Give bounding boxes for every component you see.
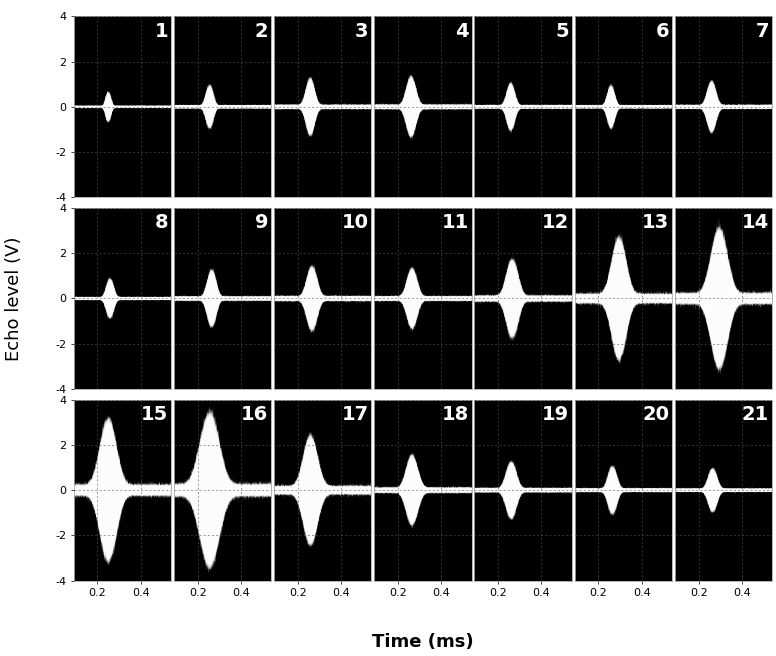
Text: 12: 12 (542, 213, 569, 232)
Text: 17: 17 (341, 405, 369, 424)
Text: 6: 6 (656, 22, 669, 41)
Text: 15: 15 (140, 405, 168, 424)
Text: 13: 13 (642, 213, 669, 232)
Text: 7: 7 (756, 22, 769, 41)
Text: 20: 20 (642, 405, 669, 424)
Text: Time (ms): Time (ms) (372, 632, 473, 651)
Text: 8: 8 (154, 213, 168, 232)
Text: 21: 21 (742, 405, 769, 424)
Text: 1: 1 (154, 22, 168, 41)
Text: 4: 4 (455, 22, 469, 41)
Text: 16: 16 (241, 405, 268, 424)
Text: 18: 18 (442, 405, 469, 424)
Text: 11: 11 (442, 213, 469, 232)
Text: 2: 2 (255, 22, 268, 41)
Text: Echo level (V): Echo level (V) (5, 236, 23, 361)
Text: 19: 19 (542, 405, 569, 424)
Text: 14: 14 (742, 213, 769, 232)
Text: 10: 10 (341, 213, 369, 232)
Text: 9: 9 (255, 213, 268, 232)
Text: 5: 5 (555, 22, 569, 41)
Text: 3: 3 (355, 22, 369, 41)
